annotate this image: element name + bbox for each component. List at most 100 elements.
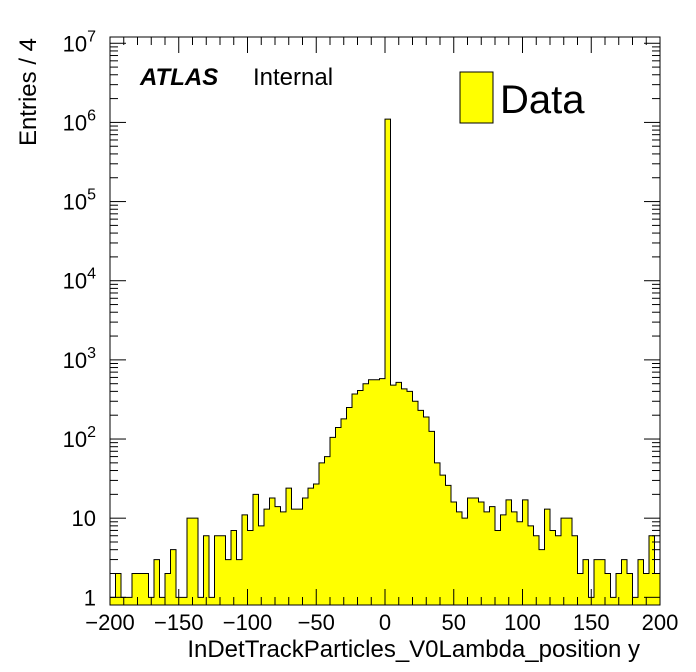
histogram-bar: [506, 499, 512, 605]
y-tick-label: 1: [84, 585, 96, 610]
histogram-bar: [286, 488, 292, 605]
histogram-bar: [522, 499, 528, 605]
histogram-bar: [385, 119, 391, 605]
histogram-bar: [445, 485, 451, 605]
histogram-bar: [187, 518, 193, 605]
histogram-bar: [357, 390, 363, 605]
x-tick-label: 0: [379, 610, 391, 635]
histogram-bar: [572, 535, 578, 605]
histogram-bar: [511, 511, 517, 605]
histogram-bar: [363, 383, 369, 605]
histogram-bar: [517, 521, 523, 605]
histogram-bar: [467, 497, 473, 605]
histogram-bar: [434, 462, 440, 605]
histogram-bar: [247, 530, 253, 605]
histogram-bar: [165, 573, 171, 605]
histogram-bar: [280, 511, 286, 605]
histogram-bar: [231, 530, 237, 605]
histogram-bar: [264, 509, 270, 605]
histogram-outline: [109, 118, 661, 605]
histogram-bar: [137, 573, 143, 605]
histogram-bar: [610, 597, 616, 605]
histogram-bar: [451, 502, 457, 605]
histogram-bar: [484, 511, 490, 605]
histogram-bar: [319, 462, 325, 605]
histogram-bar: [462, 518, 468, 605]
histogram-bar: [577, 573, 583, 605]
histogram-bar: [632, 597, 638, 605]
histogram-bar: [528, 525, 534, 605]
x-tick-label: −200: [85, 610, 135, 635]
histogram-bar: [473, 497, 479, 605]
histogram-bar: [209, 597, 215, 605]
histogram-bar: [495, 530, 501, 605]
histogram-bar: [269, 497, 275, 605]
histogram-bar: [638, 559, 644, 605]
histogram-bar: [297, 509, 303, 605]
histogram-bar: [539, 549, 545, 605]
histogram-bar: [478, 502, 484, 605]
histogram-bar: [220, 535, 226, 605]
histogram-bar: [170, 549, 176, 605]
histogram-bar: [654, 573, 660, 605]
histogram-bar: [649, 535, 655, 605]
histogram-bar: [368, 379, 374, 605]
histogram-bar: [132, 573, 138, 605]
histogram-bar: [198, 597, 204, 605]
histogram-bar: [159, 597, 165, 605]
axis-ticks: [109, 37, 661, 605]
histogram-bar: [324, 456, 330, 605]
histogram-bar: [242, 514, 248, 605]
histogram-bar: [594, 559, 600, 605]
histogram-bar: [253, 494, 259, 605]
histogram-bar: [621, 559, 627, 605]
histogram-bar: [605, 573, 611, 605]
histogram-bar: [550, 530, 556, 605]
histogram-bar: [643, 573, 649, 605]
histogram-bar: [203, 535, 209, 605]
histogram-bar: [627, 573, 633, 605]
histogram-bar: [181, 597, 187, 605]
x-tick-label: −150: [154, 610, 204, 635]
histogram-bar: [544, 509, 550, 605]
histogram-bar: [192, 518, 198, 605]
histogram-bar: [313, 484, 319, 605]
histogram-bar: [143, 573, 149, 605]
histogram-bar: [291, 509, 297, 605]
histogram-bar: [374, 379, 380, 605]
histogram-bar: [456, 511, 462, 605]
histogram-bar: [308, 488, 314, 605]
x-tick-labels: −200 −150 −100 −50 0 50 100 150 200: [85, 610, 678, 635]
histogram-bar: [555, 535, 561, 605]
histogram-bar: [561, 518, 567, 605]
histogram-bar: [500, 514, 506, 605]
histogram-bar: [396, 382, 402, 605]
legend-data-label: Data: [500, 78, 585, 122]
histogram-bar: [583, 559, 589, 605]
histogram-bar: [407, 391, 413, 605]
histogram-bar: [566, 518, 572, 605]
histogram-bar: [616, 573, 622, 605]
x-tick-label: −100: [223, 610, 273, 635]
histogram-bar: [225, 559, 231, 605]
x-tick-label: −50: [298, 610, 335, 635]
histogram-bar: [275, 506, 281, 605]
x-tick-label: 200: [642, 610, 679, 635]
histogram-bar: [335, 427, 341, 605]
histogram-bar: [401, 388, 407, 605]
histogram-bar: [346, 407, 352, 605]
histogram-bar: [412, 401, 418, 605]
histogram-bar: [258, 525, 264, 605]
histogram-bar: [379, 378, 385, 605]
x-tick-label: 150: [573, 610, 610, 635]
histogram-bar: [154, 559, 160, 605]
histogram-bar: [489, 506, 495, 605]
histogram-bar: [236, 559, 242, 605]
y-tick-label: 10: [72, 506, 96, 531]
internal-label: Internal: [253, 64, 333, 91]
histogram-bar: [110, 597, 116, 605]
legend-data-swatch: [459, 71, 494, 124]
histogram-bar: [115, 573, 121, 605]
atlas-label: ATLAS: [139, 64, 218, 91]
